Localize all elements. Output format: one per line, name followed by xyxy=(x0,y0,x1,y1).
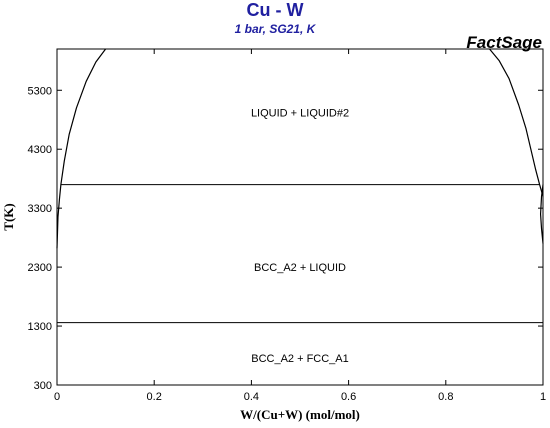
y-tick-label: 4300 xyxy=(28,144,52,156)
chart-subtitle: 1 bar, SG21, K xyxy=(234,22,316,36)
y-tick-label: 3300 xyxy=(28,203,52,215)
y-axis-label: T(K) xyxy=(1,203,16,230)
x-tick-label: 0.8 xyxy=(438,391,453,403)
x-tick-label: 0.4 xyxy=(244,391,259,403)
y-tick-label: 2300 xyxy=(28,262,52,274)
x-tick-label: 0.2 xyxy=(147,391,162,403)
phase-boundary-curve xyxy=(539,184,544,244)
x-axis-label: W/(Cu+W) (mol/mol) xyxy=(240,407,360,422)
phase-boundaries xyxy=(56,48,544,324)
y-tick-label: 5300 xyxy=(28,85,52,97)
phase-region-label: BCC_A2 + LIQUID xyxy=(254,262,346,274)
factsage-brand: FactSage xyxy=(466,33,542,52)
phase-region-label: BCC_A2 + FCC_A1 xyxy=(251,353,349,365)
region-labels: LIQUID + LIQUID#2 BCC_A2 + LIQUID BCC_A2 +… xyxy=(251,108,349,365)
plot-frame xyxy=(56,48,544,386)
phase-region-label: LIQUID + LIQUID#2 xyxy=(251,108,349,120)
y-tick-label: 1300 xyxy=(28,321,52,333)
chart-title: Cu - W xyxy=(246,0,304,20)
phase-boundary-curve xyxy=(56,48,107,249)
x-tick-label: 1 xyxy=(540,391,546,403)
y-tick-label: 300 xyxy=(34,380,52,392)
x-tick-label: 0 xyxy=(54,391,60,403)
x-tick-label: 0.6 xyxy=(341,391,356,403)
phase-boundary-curve xyxy=(489,48,544,197)
